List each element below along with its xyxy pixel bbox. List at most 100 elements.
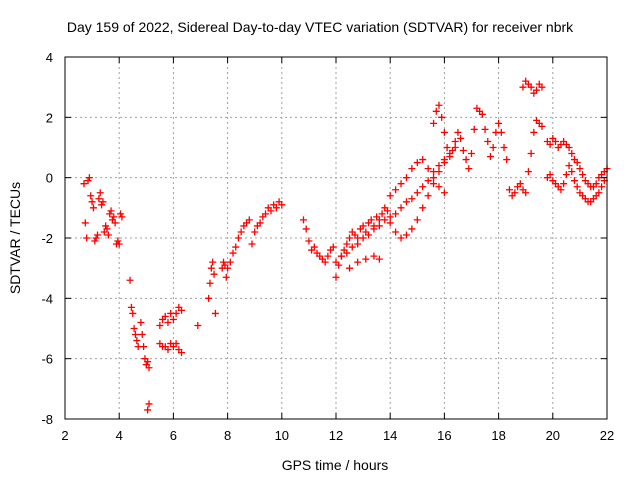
data-point	[592, 180, 600, 188]
data-point	[91, 237, 99, 245]
data-point	[378, 210, 386, 218]
data-point	[519, 83, 527, 91]
data-point	[343, 240, 351, 248]
data-point	[346, 264, 354, 272]
data-point	[430, 174, 438, 182]
data-point	[332, 258, 340, 266]
data-point	[419, 204, 427, 212]
data-point	[169, 315, 177, 323]
chart-title: Day 159 of 2022, Sidereal Day-to-day VTE…	[67, 19, 574, 35]
y-tick-label: -6	[41, 352, 53, 367]
data-point	[156, 321, 164, 329]
data-point	[138, 331, 146, 339]
data-point	[527, 83, 535, 91]
data-point	[210, 270, 218, 278]
x-tick-label: 6	[170, 428, 177, 443]
data-point	[462, 156, 470, 164]
data-point	[145, 400, 153, 408]
data-point	[209, 258, 217, 266]
data-point	[468, 150, 475, 158]
x-tick-label: 12	[329, 428, 343, 443]
data-point	[354, 240, 362, 248]
data-point	[413, 189, 421, 197]
data-point	[435, 168, 443, 176]
data-point	[546, 140, 554, 148]
data-point	[110, 213, 118, 221]
y-tick-label: 4	[46, 50, 53, 65]
data-point	[346, 234, 354, 242]
data-point	[397, 180, 405, 188]
data-point	[570, 177, 578, 185]
data-point	[144, 358, 152, 366]
data-point	[530, 128, 538, 136]
data-point	[522, 189, 530, 197]
data-point	[386, 192, 394, 200]
data-point	[88, 198, 96, 206]
data-point	[370, 252, 378, 260]
data-point	[89, 204, 97, 212]
data-point	[435, 162, 443, 170]
data-point	[98, 201, 106, 209]
data-point	[367, 216, 375, 224]
data-point	[408, 225, 416, 233]
data-point	[392, 186, 400, 194]
data-point	[579, 171, 587, 179]
data-point	[424, 192, 432, 200]
data-point	[595, 189, 603, 197]
data-point	[226, 258, 234, 266]
data-point	[164, 318, 172, 326]
data-point	[206, 279, 214, 287]
data-point	[111, 219, 119, 227]
data-point	[84, 177, 92, 185]
data-point	[211, 309, 219, 317]
data-point	[443, 144, 451, 151]
data-point	[237, 228, 245, 236]
data-point	[489, 144, 497, 151]
x-tick-label: 16	[437, 428, 451, 443]
data-point	[222, 273, 230, 281]
data-point	[305, 237, 313, 245]
data-point	[144, 406, 152, 414]
data-point	[435, 101, 443, 109]
data-point	[343, 249, 351, 257]
data-point	[85, 174, 93, 182]
data-point	[164, 346, 172, 354]
data-point	[386, 213, 394, 221]
x-tick-labels: 2 4 6 8 10 12 14 16 18 20 22	[61, 428, 614, 443]
data-point	[267, 207, 275, 215]
data-point	[497, 128, 505, 136]
data-point	[419, 156, 427, 164]
data-point	[80, 180, 88, 188]
data-point	[172, 340, 180, 348]
data-point	[87, 192, 95, 200]
x-tick-label: 4	[116, 428, 123, 443]
data-point	[131, 331, 139, 339]
data-point	[432, 107, 440, 115]
data-point	[397, 204, 405, 212]
data-point	[362, 255, 370, 263]
data-point	[234, 234, 242, 242]
data-point	[486, 153, 494, 161]
data-point	[220, 258, 228, 266]
x-tick-label: 20	[546, 428, 560, 443]
data-point	[565, 162, 573, 170]
data-point	[562, 171, 570, 179]
data-point	[248, 240, 256, 248]
axis-ticks	[64, 56, 608, 420]
data-point	[161, 312, 169, 320]
data-point	[465, 165, 473, 173]
data-point	[370, 225, 378, 233]
data-point	[251, 228, 259, 236]
data-point	[262, 210, 270, 218]
data-point	[430, 180, 438, 188]
data-point	[524, 168, 532, 176]
data-point	[245, 216, 253, 224]
y-tick-label: 0	[46, 171, 53, 186]
y-tick-label: -4	[41, 291, 53, 306]
data-point	[272, 204, 280, 212]
data-point	[118, 213, 126, 221]
data-point	[408, 195, 416, 203]
data-point	[114, 237, 122, 245]
data-point	[103, 225, 111, 233]
